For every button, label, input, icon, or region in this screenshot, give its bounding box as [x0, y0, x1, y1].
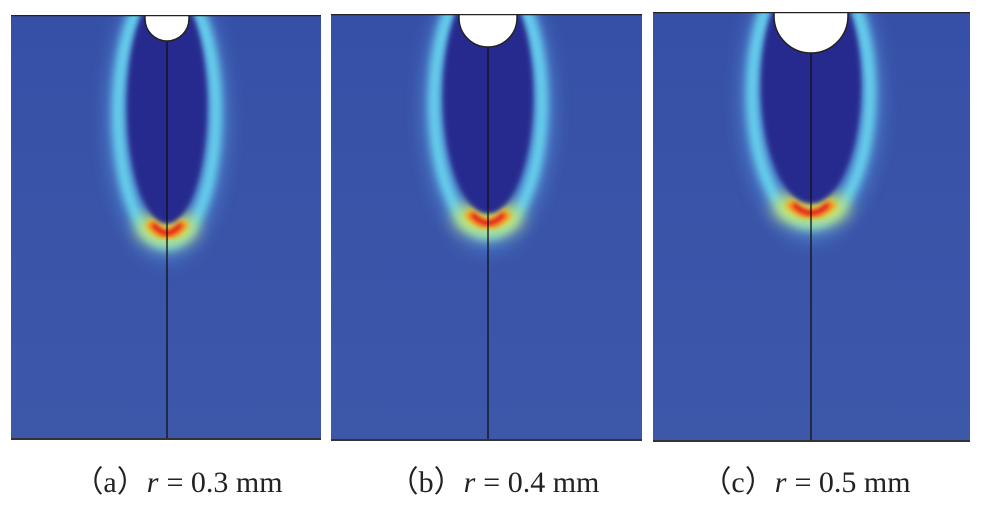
caption-symbol: r — [775, 466, 787, 499]
notch — [458, 14, 518, 48]
caption: （c）r = 0.5 mm — [701, 466, 910, 499]
caption-symbol: r — [464, 466, 476, 499]
caption-value: = 0.3 mm — [166, 466, 282, 499]
caption-label: （c） — [701, 466, 774, 499]
caption: （a）r = 0.3 mm — [73, 466, 282, 499]
notch — [144, 15, 190, 42]
stress-panel — [653, 12, 970, 442]
caption-value: = 0.4 mm — [483, 466, 599, 499]
caption-value: = 0.5 mm — [794, 466, 910, 499]
caption-label: （a） — [73, 466, 146, 499]
caption-symbol: r — [147, 466, 159, 499]
caption: （b）r = 0.4 mm — [389, 466, 600, 499]
stress-panel — [331, 14, 642, 441]
notch — [773, 12, 849, 54]
stress-panel — [11, 15, 321, 440]
caption-label: （b） — [389, 466, 464, 499]
